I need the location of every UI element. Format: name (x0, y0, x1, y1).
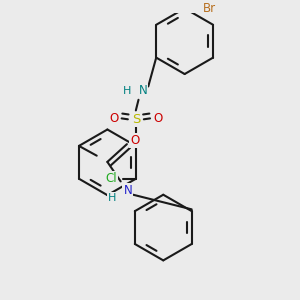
Text: O: O (153, 112, 163, 125)
Text: N: N (123, 184, 132, 197)
Text: H: H (108, 193, 116, 203)
Text: Cl: Cl (105, 172, 117, 185)
Text: S: S (132, 113, 140, 126)
Text: N: N (139, 84, 147, 98)
Text: H: H (123, 86, 131, 96)
Text: O: O (109, 112, 118, 125)
Text: Br: Br (203, 2, 216, 15)
Text: O: O (130, 134, 140, 147)
